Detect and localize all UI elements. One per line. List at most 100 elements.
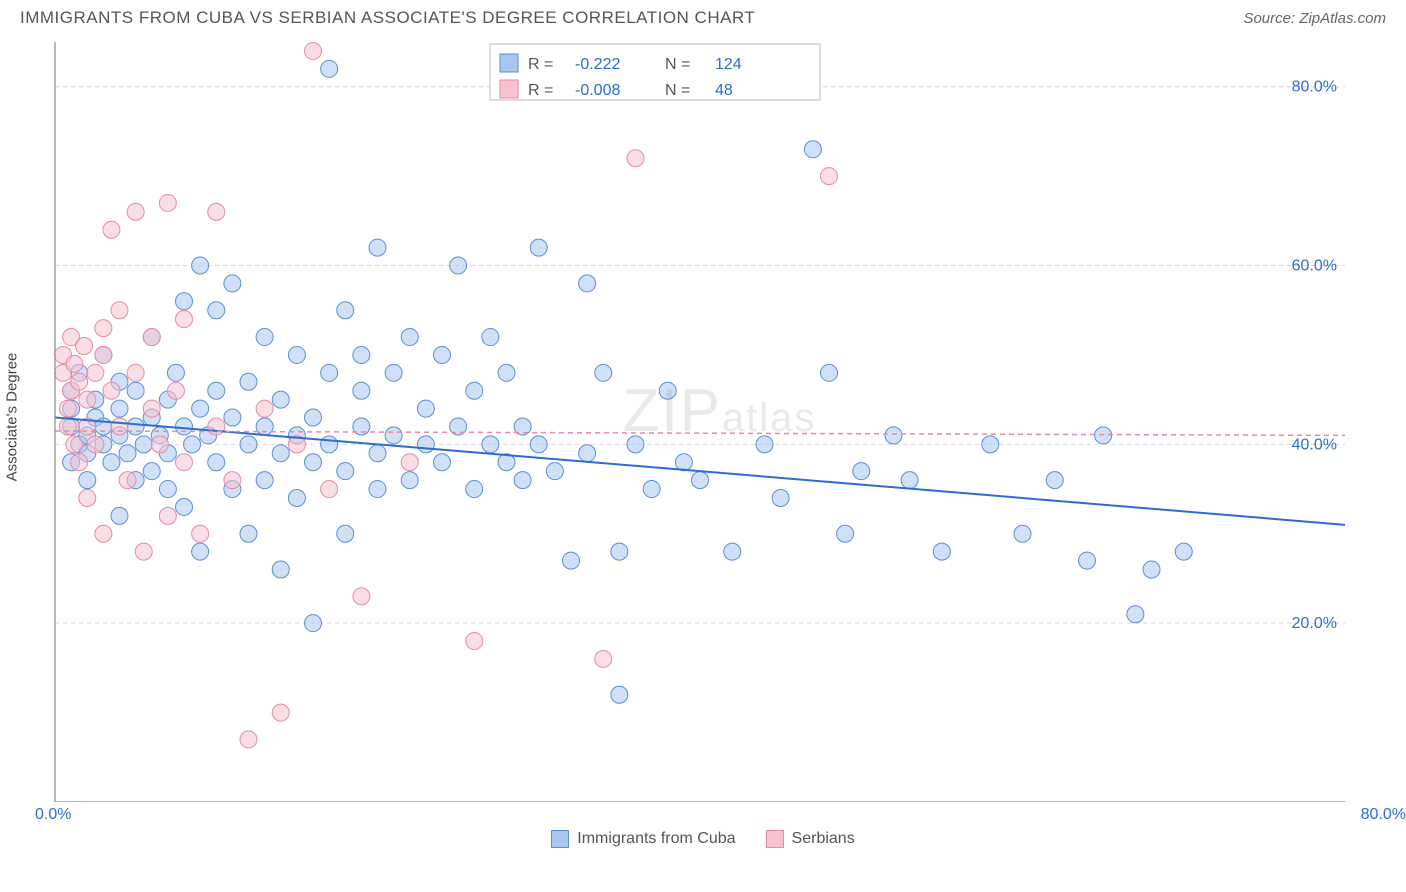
data-point	[59, 400, 76, 417]
data-point	[305, 409, 322, 426]
data-point	[119, 472, 136, 489]
data-point	[804, 141, 821, 158]
data-point	[692, 472, 709, 489]
data-point	[369, 445, 386, 462]
data-point	[305, 454, 322, 471]
data-point	[127, 382, 144, 399]
data-point	[595, 364, 612, 381]
data-point	[675, 454, 692, 471]
data-point	[563, 552, 580, 569]
data-point	[135, 543, 152, 560]
x-axis-min-label: 0.0%	[35, 806, 71, 824]
data-point	[272, 445, 289, 462]
data-point	[401, 329, 418, 346]
data-point	[853, 463, 870, 480]
y-tick-label: 40.0%	[1292, 436, 1337, 453]
data-point	[119, 445, 136, 462]
data-point	[192, 257, 209, 274]
data-point	[159, 194, 176, 211]
data-point	[627, 150, 644, 167]
data-point	[321, 481, 338, 498]
chart-container: Associate's Degree 20.0%40.0%60.0%80.0%R…	[20, 32, 1386, 802]
legend-item: Immigrants from Cuba	[551, 830, 735, 848]
data-point	[272, 704, 289, 721]
data-point	[95, 346, 112, 363]
data-point	[611, 543, 628, 560]
data-point	[337, 463, 354, 480]
data-point	[595, 650, 612, 667]
data-point	[240, 731, 257, 748]
data-point	[337, 525, 354, 542]
data-point	[224, 472, 241, 489]
data-point	[159, 481, 176, 498]
data-point	[579, 275, 596, 292]
data-point	[208, 454, 225, 471]
data-point	[288, 346, 305, 363]
data-point	[821, 364, 838, 381]
legend-n-value: 124	[715, 56, 742, 73]
legend-r-label: R =	[528, 82, 553, 99]
chart-title: IMMIGRANTS FROM CUBA VS SERBIAN ASSOCIAT…	[20, 8, 755, 28]
y-tick-label: 60.0%	[1292, 258, 1337, 275]
data-point	[143, 463, 160, 480]
data-point	[167, 364, 184, 381]
data-point	[256, 472, 273, 489]
data-point	[71, 454, 88, 471]
data-point	[111, 418, 128, 435]
legend-label: Immigrants from Cuba	[577, 830, 735, 848]
legend-swatch	[500, 54, 518, 72]
data-point	[184, 436, 201, 453]
data-point	[385, 427, 402, 444]
legend-r-label: R =	[528, 56, 553, 73]
data-point	[288, 490, 305, 507]
data-point	[71, 373, 88, 390]
data-point	[256, 418, 273, 435]
data-point	[192, 400, 209, 417]
data-point	[103, 382, 120, 399]
data-point	[151, 436, 168, 453]
legend-swatch	[551, 830, 569, 848]
data-point	[434, 454, 451, 471]
data-point	[401, 454, 418, 471]
data-point	[401, 472, 418, 489]
data-point	[627, 436, 644, 453]
data-point	[272, 391, 289, 408]
header: IMMIGRANTS FROM CUBA VS SERBIAN ASSOCIAT…	[0, 0, 1406, 32]
data-point	[66, 355, 83, 372]
data-point	[353, 588, 370, 605]
data-point	[1046, 472, 1063, 489]
data-point	[135, 436, 152, 453]
data-point	[579, 445, 596, 462]
x-axis-max-label: 80.0%	[1361, 806, 1406, 824]
data-point	[353, 346, 370, 363]
data-point	[353, 382, 370, 399]
data-point	[530, 436, 547, 453]
y-tick-label: 80.0%	[1292, 79, 1337, 96]
data-point	[111, 302, 128, 319]
data-point	[192, 525, 209, 542]
data-point	[176, 311, 193, 328]
trend-line	[55, 418, 1345, 525]
data-point	[1127, 606, 1144, 623]
data-point	[1095, 427, 1112, 444]
data-point	[66, 436, 83, 453]
data-point	[240, 525, 257, 542]
data-point	[643, 481, 660, 498]
data-point	[482, 329, 499, 346]
legend-n-value: 48	[715, 82, 733, 99]
data-point	[450, 257, 467, 274]
data-point	[611, 686, 628, 703]
data-point	[176, 454, 193, 471]
data-point	[514, 472, 531, 489]
data-point	[305, 42, 322, 59]
data-point	[224, 275, 241, 292]
data-point	[1079, 552, 1096, 569]
data-point	[176, 418, 193, 435]
data-point	[385, 364, 402, 381]
legend-item: Serbians	[766, 830, 855, 848]
data-point	[79, 391, 96, 408]
series-legend: Immigrants from Cuba Serbians	[0, 830, 1406, 848]
data-point	[837, 525, 854, 542]
data-point	[466, 633, 483, 650]
legend-n-label: N =	[665, 56, 690, 73]
